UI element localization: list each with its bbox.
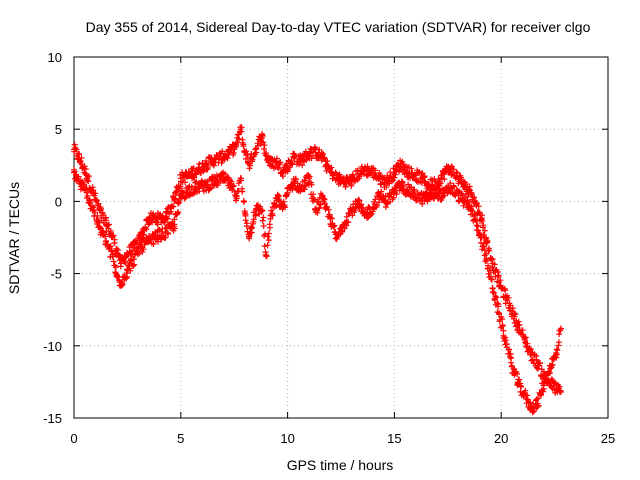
y-tick-label: -10: [43, 339, 62, 354]
x-tick-label: 5: [177, 431, 184, 446]
y-tick-label: 10: [48, 50, 62, 65]
y-tick-label: -15: [43, 411, 62, 426]
x-tick-label: 0: [70, 431, 77, 446]
x-axis-label: GPS time / hours: [287, 457, 394, 473]
x-tick-labels: 0 5 10 15 20 25: [70, 431, 615, 446]
grid-lines: [74, 57, 608, 418]
y-tick-labels: 10 5 0 -5 -10 -15: [43, 50, 62, 426]
data-point-cloud: [71, 124, 564, 416]
y-tick-label: 0: [55, 194, 62, 209]
data-points: [71, 124, 565, 416]
y-tick-label: 5: [55, 122, 62, 137]
axis-ticks: [73, 56, 609, 419]
x-tick-label: 15: [387, 431, 401, 446]
plot-frame: [73, 56, 609, 419]
x-tick-label: 25: [601, 431, 615, 446]
y-axis-label: SDTVAR / TECUs: [6, 182, 22, 294]
chart-title: Day 355 of 2014, Sidereal Day-to-day VTE…: [86, 19, 591, 35]
x-tick-label: 10: [280, 431, 294, 446]
y-tick-label: -5: [50, 267, 62, 282]
x-tick-label: 20: [494, 431, 508, 446]
